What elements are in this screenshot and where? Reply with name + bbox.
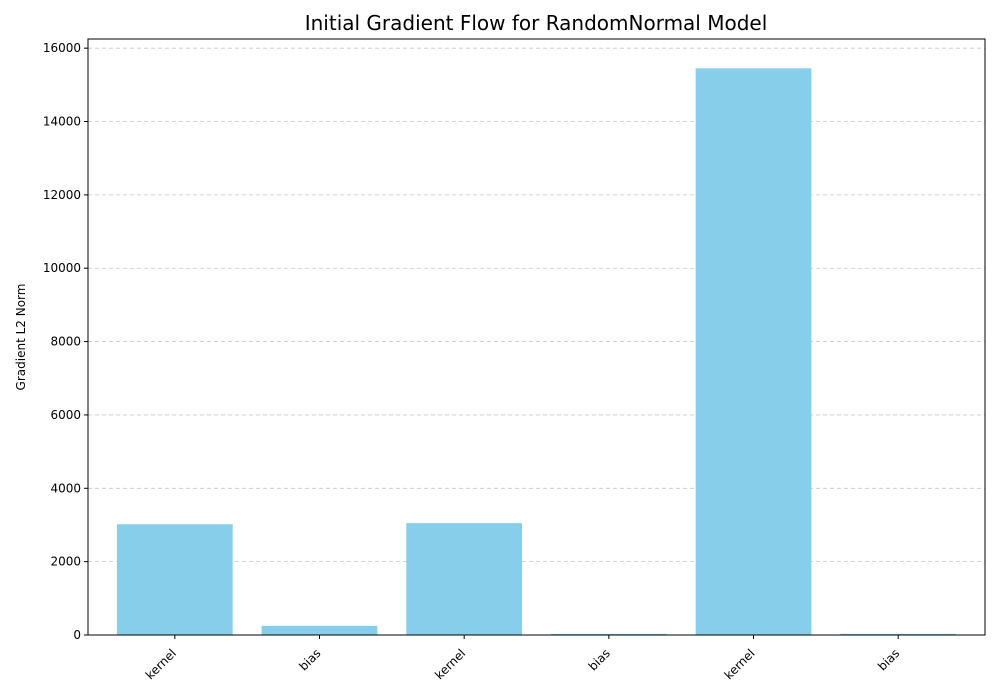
x-tick-label: bias (296, 646, 323, 673)
y-tick-label: 4000 (50, 481, 81, 495)
bar (550, 633, 667, 635)
bar (406, 523, 523, 635)
y-axis-label: Gradient L2 Norm (14, 284, 28, 391)
grid-lines (88, 47, 985, 563)
bar (695, 68, 812, 635)
y-tick-label: 10000 (43, 261, 81, 275)
x-axis-ticks: kernel bias kernel bias kernel bias (143, 635, 902, 682)
x-tick-label: bias (586, 646, 613, 673)
bars (116, 68, 957, 635)
x-tick-label: kernel (432, 646, 468, 682)
y-tick-label: 0 (73, 628, 81, 642)
y-tick-label: 6000 (50, 408, 81, 422)
bar (840, 633, 957, 635)
y-axis-ticks: 0 2000 4000 6000 8000 10000 12000 14000 16000 (43, 41, 88, 642)
bar (261, 625, 378, 635)
x-tick-label: bias (875, 646, 902, 673)
y-tick-label: 14000 (43, 115, 81, 129)
bar (116, 524, 233, 635)
y-tick-label: 8000 (50, 335, 81, 349)
x-tick-label: kernel (143, 646, 179, 682)
plot-frame (87, 38, 986, 636)
y-tick-label: 2000 (50, 555, 81, 569)
chart-title: Initial Gradient Flow for RandomNormal M… (305, 11, 768, 35)
x-tick-label: kernel (722, 646, 758, 682)
y-tick-label: 12000 (43, 188, 81, 202)
y-tick-label: 16000 (43, 41, 81, 55)
